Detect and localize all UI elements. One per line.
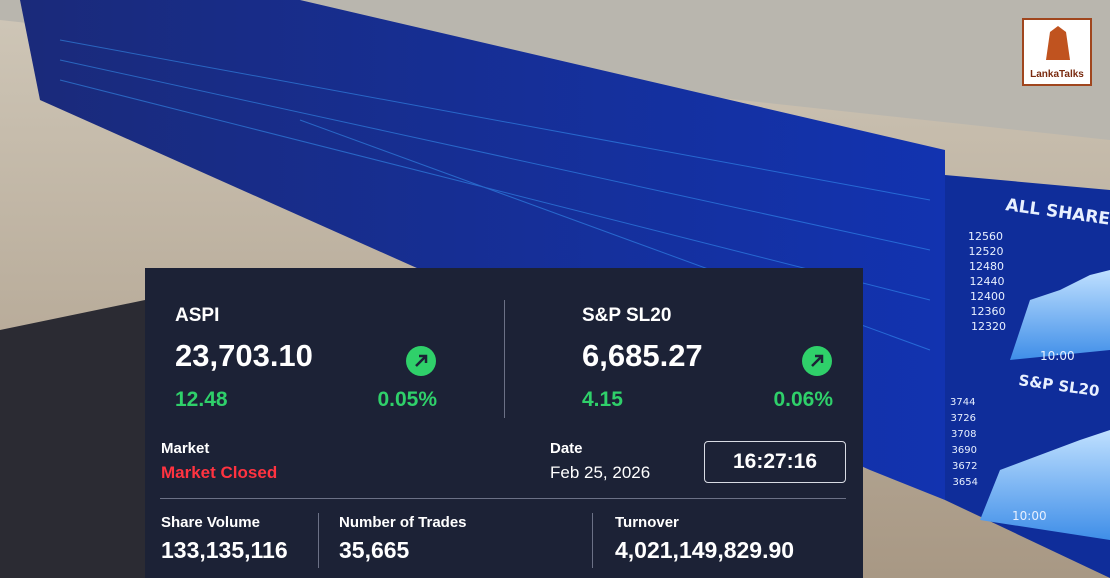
- screen-time: 10:00: [1040, 349, 1075, 363]
- divider: [160, 498, 846, 499]
- screen-chart-1: [1010, 270, 1110, 360]
- stat-label: Turnover: [615, 514, 679, 531]
- screen-time: 10:00: [1012, 509, 1047, 523]
- screen-axis-label: 12400: [970, 290, 1005, 303]
- logo: LankaTalks: [1022, 18, 1092, 86]
- index-change: 4.15: [582, 388, 623, 411]
- screen-axis-label: 3672: [952, 461, 977, 472]
- time: 16:27:16: [704, 441, 846, 483]
- market-status: Market Closed: [161, 463, 278, 482]
- screen-chart-2: [980, 430, 1110, 540]
- screen-axis-label: 3654: [953, 477, 978, 488]
- divider: [318, 513, 319, 568]
- index-value: 23,703.10: [175, 338, 313, 373]
- screen-axis-label: 3726: [951, 413, 976, 424]
- stat-label: Share Volume: [161, 514, 260, 531]
- date-value: Feb 25, 2026: [550, 463, 651, 482]
- screen-axis-label: 3690: [952, 445, 977, 456]
- screen-axis-label: 12560: [968, 230, 1003, 243]
- stat-label: Number of Trades: [339, 514, 467, 531]
- index-name: S&P SL20: [582, 305, 672, 326]
- divider: [592, 513, 593, 568]
- stat-value: 4,021,149,829.90: [615, 537, 795, 563]
- market-card: ASPI 23,703.10 12.48 0.05% S&P SL20 6,68…: [145, 268, 863, 578]
- screen-axis-label: 12520: [969, 245, 1004, 258]
- logo-icon: [1046, 26, 1070, 60]
- screen-axis-label: 3708: [951, 429, 976, 440]
- up-icon: [802, 346, 832, 376]
- screen-axis-label: 12440: [970, 275, 1005, 288]
- date-label: Date: [550, 440, 583, 457]
- logo-text: LankaTalks: [1030, 69, 1084, 80]
- index-change-percent: 0.06%: [773, 388, 833, 411]
- index-change-percent: 0.05%: [377, 388, 437, 411]
- screen-axis-label: 12360: [971, 305, 1006, 318]
- screen-axis: 12560 12520 12480 12440 12400 12360 12320: [968, 230, 1006, 333]
- divider: [504, 300, 505, 418]
- screen-axis-label: 12480: [969, 260, 1004, 273]
- index-name: ASPI: [175, 305, 220, 326]
- index-value: 6,685.27: [582, 338, 703, 373]
- stat-value: 133,135,116: [161, 537, 288, 563]
- market-label: Market: [161, 440, 210, 457]
- screen-axis-label: 3744: [950, 397, 975, 408]
- stat-value: 35,665: [339, 537, 410, 563]
- screen-axis: 3744 3726 3708 3690 3672 3654: [950, 397, 978, 488]
- up-icon: [406, 346, 436, 376]
- screen-axis-label: 12320: [971, 320, 1006, 333]
- index-change: 12.48: [175, 388, 228, 411]
- desks: [0, 300, 145, 578]
